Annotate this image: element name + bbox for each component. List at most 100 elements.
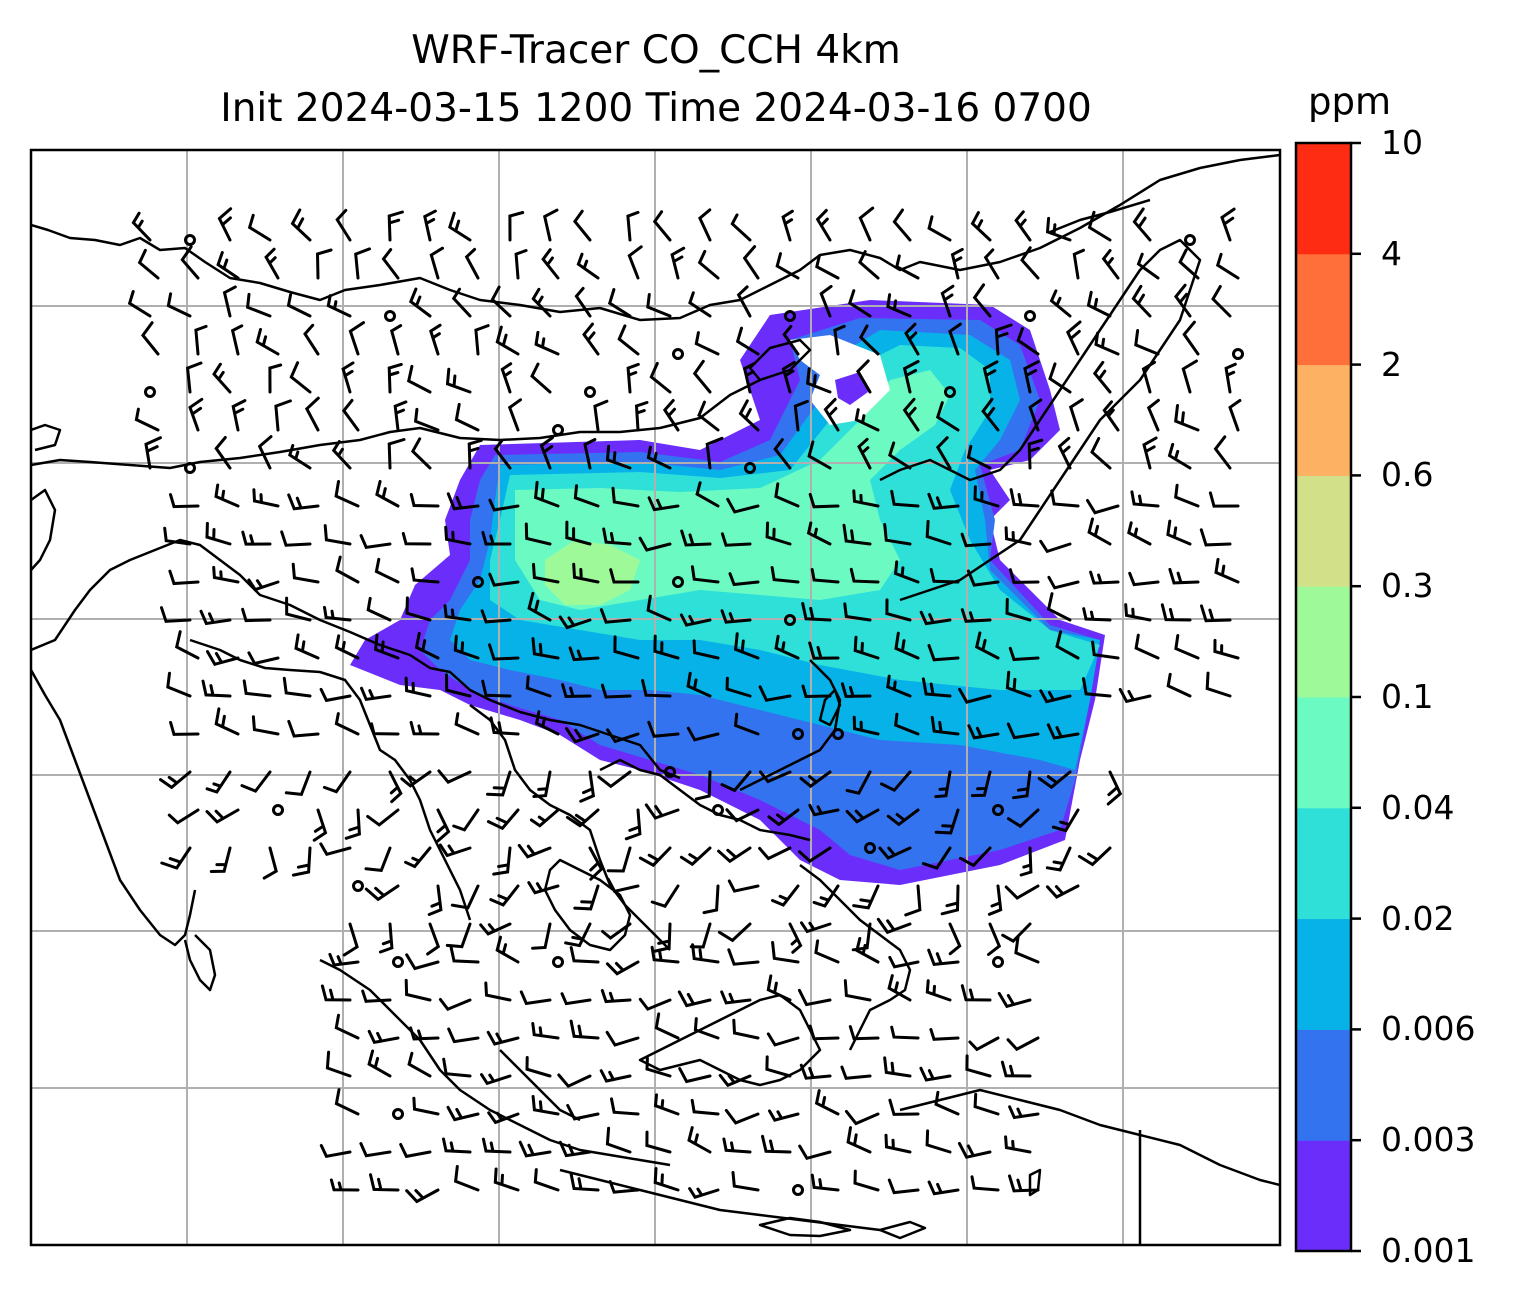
calm-wind-marker: [672, 576, 684, 588]
wind-barb: [800, 921, 832, 934]
wind-barb: [1068, 398, 1084, 432]
wind-barb: [446, 492, 480, 511]
wind-barb: [405, 1188, 440, 1204]
wind-barb: [334, 634, 360, 660]
wind-barb: [360, 686, 392, 702]
wind-barb: [541, 248, 560, 280]
wind-barb: [680, 529, 712, 547]
wind-barb: [1102, 400, 1120, 432]
wind-barb: [1014, 935, 1040, 964]
map-frame: [29, 148, 1282, 1247]
wind-barb: [245, 292, 272, 318]
wind-barb: [767, 808, 800, 827]
wind-barb: [342, 922, 359, 957]
wind-barb: [1008, 646, 1040, 662]
wind-barb: [653, 1167, 680, 1192]
wind-barb: [771, 884, 800, 907]
colorbar-tick-label: 10: [1381, 123, 1423, 162]
wind-barb: [814, 939, 840, 964]
wind-barb: [205, 770, 232, 794]
wind-barb: [970, 1175, 1000, 1192]
colorbar-segment: [1296, 1140, 1351, 1252]
plume-band-0.1: [545, 540, 640, 605]
wind-barb: [500, 362, 513, 394]
wind-barb: [833, 324, 846, 356]
wind-barb: [1039, 539, 1072, 554]
wind-barb: [605, 960, 640, 976]
wind-barb: [927, 492, 960, 510]
wind-barb: [948, 922, 962, 956]
wind-barb: [1182, 320, 1200, 356]
wind-barb: [285, 596, 312, 622]
wind-barb: [1089, 570, 1120, 585]
plume-band-0.04: [515, 370, 950, 610]
wind-barb: [1045, 884, 1080, 899]
wind-barb: [929, 568, 960, 584]
wind-barb: [853, 635, 880, 660]
wind-barb: [230, 324, 244, 356]
wind-barb: [634, 401, 649, 432]
wind-barb: [290, 208, 312, 242]
wind-barb: [393, 400, 408, 432]
wind-barb: [315, 248, 333, 280]
wind-barb: [359, 1142, 392, 1158]
wind-barb: [959, 846, 992, 868]
wind-barb: [611, 486, 640, 508]
wind-barb: [1128, 571, 1160, 587]
wind-barb: [1086, 499, 1120, 515]
wind-barb: [679, 846, 712, 867]
wind-barb: [364, 884, 400, 902]
wind-barb: [289, 361, 312, 394]
wind-barb: [1008, 1105, 1040, 1120]
wind-barb: [517, 843, 552, 859]
wind-barb: [605, 1126, 632, 1154]
wind-barb: [565, 520, 592, 546]
wind-barb: [453, 634, 480, 660]
wind-barb: [960, 984, 992, 1002]
wind-barb: [735, 326, 760, 356]
wind-barb: [593, 399, 609, 432]
wind-barb: [1214, 557, 1240, 584]
wind-barb: [890, 489, 920, 508]
wind-barb: [927, 215, 952, 242]
wind-barb: [957, 1141, 992, 1159]
wind-barb: [212, 362, 232, 394]
colorbar-segment: [1296, 253, 1351, 366]
wind-barb: [410, 437, 432, 470]
wind-barb: [166, 292, 192, 318]
wind-barb: [454, 712, 480, 736]
wind-barb: [1141, 360, 1156, 394]
wind-barb: [320, 984, 352, 1002]
wind-barb: [705, 436, 724, 470]
wind-barb: [845, 770, 872, 795]
wind-barb: [442, 1057, 472, 1078]
wind-barb: [613, 635, 640, 660]
calm-wind-marker: [792, 1184, 804, 1196]
wind-barb: [1004, 884, 1040, 900]
wind-barb: [892, 208, 912, 242]
wind-barb: [484, 981, 512, 1002]
wind-barb: [1211, 285, 1232, 318]
wind-barb: [987, 884, 1003, 916]
wind-barb: [131, 211, 152, 242]
wind-barb: [1082, 677, 1112, 698]
wind-barb: [1200, 604, 1232, 623]
wind-barb: [983, 248, 1000, 280]
wind-barb: [987, 922, 1002, 956]
wind-barb: [493, 1167, 520, 1192]
calm-wind-marker: [992, 804, 1004, 816]
wind-barb: [731, 1171, 760, 1192]
wind-barb: [793, 399, 809, 432]
wind-barb: [925, 519, 952, 546]
wind-barb: [291, 846, 312, 877]
wind-barb: [609, 568, 640, 584]
wind-barb: [652, 922, 672, 953]
wind-barb: [480, 609, 512, 624]
wind-barb: [927, 948, 960, 967]
wind-barb: [1220, 207, 1236, 242]
wind-barb: [733, 712, 760, 736]
wind-barb: [214, 436, 232, 470]
wind-barb: [1048, 362, 1072, 394]
wind-barb: [638, 846, 672, 868]
wind-barb: [464, 247, 480, 280]
